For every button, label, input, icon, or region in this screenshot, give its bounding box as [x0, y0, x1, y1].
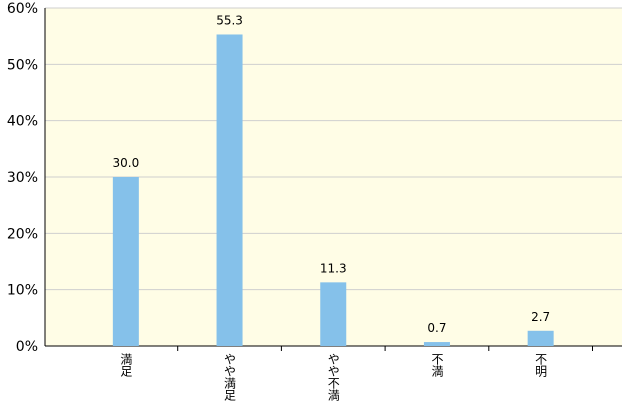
y-tick-label: 20%	[7, 226, 38, 242]
value-label: 55.3	[216, 13, 243, 27]
value-label: 11.3	[320, 261, 347, 275]
x-tick-label: やや満足	[223, 353, 237, 402]
y-tick-label: 10%	[7, 283, 38, 299]
bar	[216, 34, 243, 347]
x-tick-label: やや不満	[326, 353, 340, 402]
bar	[423, 342, 450, 346]
x-tick-label: 満足	[119, 353, 133, 378]
y-tick-label: 40%	[7, 114, 38, 130]
y-tick-label: 50%	[7, 57, 38, 73]
y-tick-label: 60%	[7, 1, 38, 17]
value-label: 0.7	[427, 321, 446, 335]
x-tick-label: 不明	[534, 353, 548, 378]
value-label: 2.7	[531, 310, 550, 324]
value-label: 30.0	[112, 156, 139, 170]
y-tick-label: 30%	[7, 170, 38, 186]
bar	[320, 282, 347, 346]
bar	[112, 177, 139, 346]
bar	[527, 330, 554, 346]
x-tick-label: 不満	[430, 353, 444, 378]
y-tick-label: 0%	[16, 339, 38, 355]
